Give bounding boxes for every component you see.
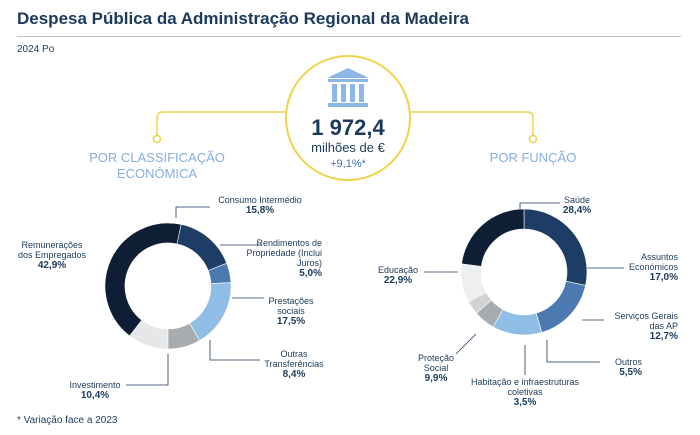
donut-function [460, 208, 588, 336]
label-remuneracoes-name: Remunerações dos Empregados [17, 240, 87, 260]
label-remuneracoes: Remunerações dos Empregados 42,9% [14, 240, 90, 271]
right-connector [411, 111, 534, 136]
label-investimento-value: 10,4% [80, 390, 110, 401]
label-consumo-name: Consumo Intermédio [218, 195, 302, 205]
leader-investimento [126, 354, 169, 386]
label-habitacao: Habitação e infraestruturas coletivas 3,… [470, 377, 580, 408]
label-saude-value: 28,4% [562, 205, 592, 216]
label-protecao-name: Proteção Social [417, 353, 455, 373]
label-outras: Outras Transferências 8,4% [258, 349, 330, 380]
label-consumo: Consumo Intermédio 15,8% [205, 195, 315, 216]
right-connector-dot [528, 134, 538, 144]
leader-outras [209, 340, 260, 361]
label-prestacoes: Prestações sociais 17,5% [262, 296, 320, 327]
donut-economic [104, 222, 232, 350]
label-outras-name: Outras Transferências [264, 349, 324, 369]
footnote: * Variação face a 2023 [17, 415, 118, 426]
section-title-function: POR FUNÇÃO [489, 150, 577, 165]
label-consumo-value: 15,8% [245, 205, 275, 216]
function-slice-assuntos [535, 280, 586, 333]
label-rendimentos: Rendimentos de Propriedade (Inclui Juros… [238, 238, 322, 279]
label-remuneracoes-value: 42,9% [37, 260, 67, 271]
label-educacao: Educação 22,9% [370, 265, 426, 286]
economic-slice-prestacoes [189, 282, 232, 341]
period-label: 2024 Po [17, 44, 55, 55]
left-connector-dot [152, 134, 162, 144]
label-protecao-value: 9,9% [424, 373, 448, 384]
label-habitacao-value: 3,5% [513, 397, 537, 408]
leader-outros [546, 340, 600, 363]
label-educacao-value: 22,9% [383, 275, 413, 286]
economic-slice-consumo [176, 224, 228, 271]
title-divider [17, 36, 681, 37]
label-rendimentos-name: Rendimentos de Propriedade (Inclui Juros… [246, 238, 322, 268]
total-unit: milhões de € [311, 140, 385, 155]
label-servicos-value: 12,7% [649, 331, 678, 342]
label-assuntos: Assuntos Económicos 17,0% [618, 252, 678, 283]
label-protecao: Proteção Social 9,9% [412, 353, 460, 384]
total-value: 1 972,4 [311, 115, 385, 140]
label-servicos-name: Serviços Gerais das AP [614, 311, 678, 331]
label-habitacao-name: Habitação e infraestruturas coletivas [470, 377, 580, 397]
section-title-economic: POR CLASSIFICAÇÃO ECONÓMICA [89, 150, 225, 181]
label-educacao-name: Educação [377, 265, 419, 275]
economic-slice-remuneracoes [104, 222, 182, 337]
function-slice-educacao [461, 208, 525, 267]
label-rendimentos-value: 5,0% [299, 268, 322, 279]
label-assuntos-name: Assuntos Económicos [628, 252, 678, 272]
label-servicos: Serviços Gerais das AP 12,7% [600, 311, 678, 342]
total-summary-circle: 1 972,4 milhões de € +9,1%* [285, 55, 411, 181]
label-prestacoes-value: 17,5% [276, 316, 306, 327]
left-connector [156, 111, 285, 136]
label-saude: Saúde 28,4% [552, 195, 602, 216]
label-saude-name: Saúde [563, 195, 591, 205]
label-investimento-name: Investimento [69, 380, 121, 390]
label-assuntos-value: 17,0% [649, 272, 678, 283]
page-title: Despesa Pública da Administração Regiona… [17, 9, 469, 28]
leader-consumo [175, 206, 210, 218]
total-change: +9,1%* [330, 158, 366, 170]
function-slice-saude [523, 208, 588, 286]
leader-protecao [455, 333, 477, 355]
label-investimento: Investimento 10,4% [62, 380, 128, 401]
bank-icon [327, 68, 369, 107]
label-outras-value: 8,4% [282, 369, 306, 380]
label-prestacoes-name: Prestações sociais [268, 296, 314, 316]
label-outros-name: Outros [614, 357, 642, 367]
label-outros-value: 5,5% [619, 367, 642, 378]
label-outros: Outros 5,5% [596, 357, 642, 378]
